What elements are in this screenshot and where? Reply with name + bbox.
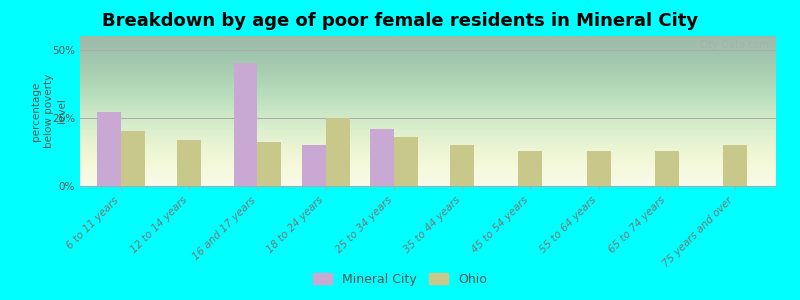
Bar <box>121 131 145 186</box>
Bar <box>655 151 678 186</box>
Bar <box>450 145 474 186</box>
Text: Breakdown by age of poor female residents in Mineral City: Breakdown by age of poor female resident… <box>102 12 698 30</box>
Bar <box>302 145 326 186</box>
Bar <box>97 112 121 186</box>
Bar <box>370 129 394 186</box>
Legend: Mineral City, Ohio: Mineral City, Ohio <box>308 268 492 291</box>
Bar <box>586 151 610 186</box>
Bar <box>394 137 418 186</box>
Text: City-Data.com: City-Data.com <box>699 40 769 50</box>
Y-axis label: percentage
below poverty
level: percentage below poverty level <box>31 74 67 148</box>
Bar <box>723 145 747 186</box>
Bar <box>178 140 201 186</box>
Bar <box>234 63 258 186</box>
Bar <box>326 118 350 186</box>
Bar <box>258 142 282 186</box>
Bar <box>518 151 542 186</box>
